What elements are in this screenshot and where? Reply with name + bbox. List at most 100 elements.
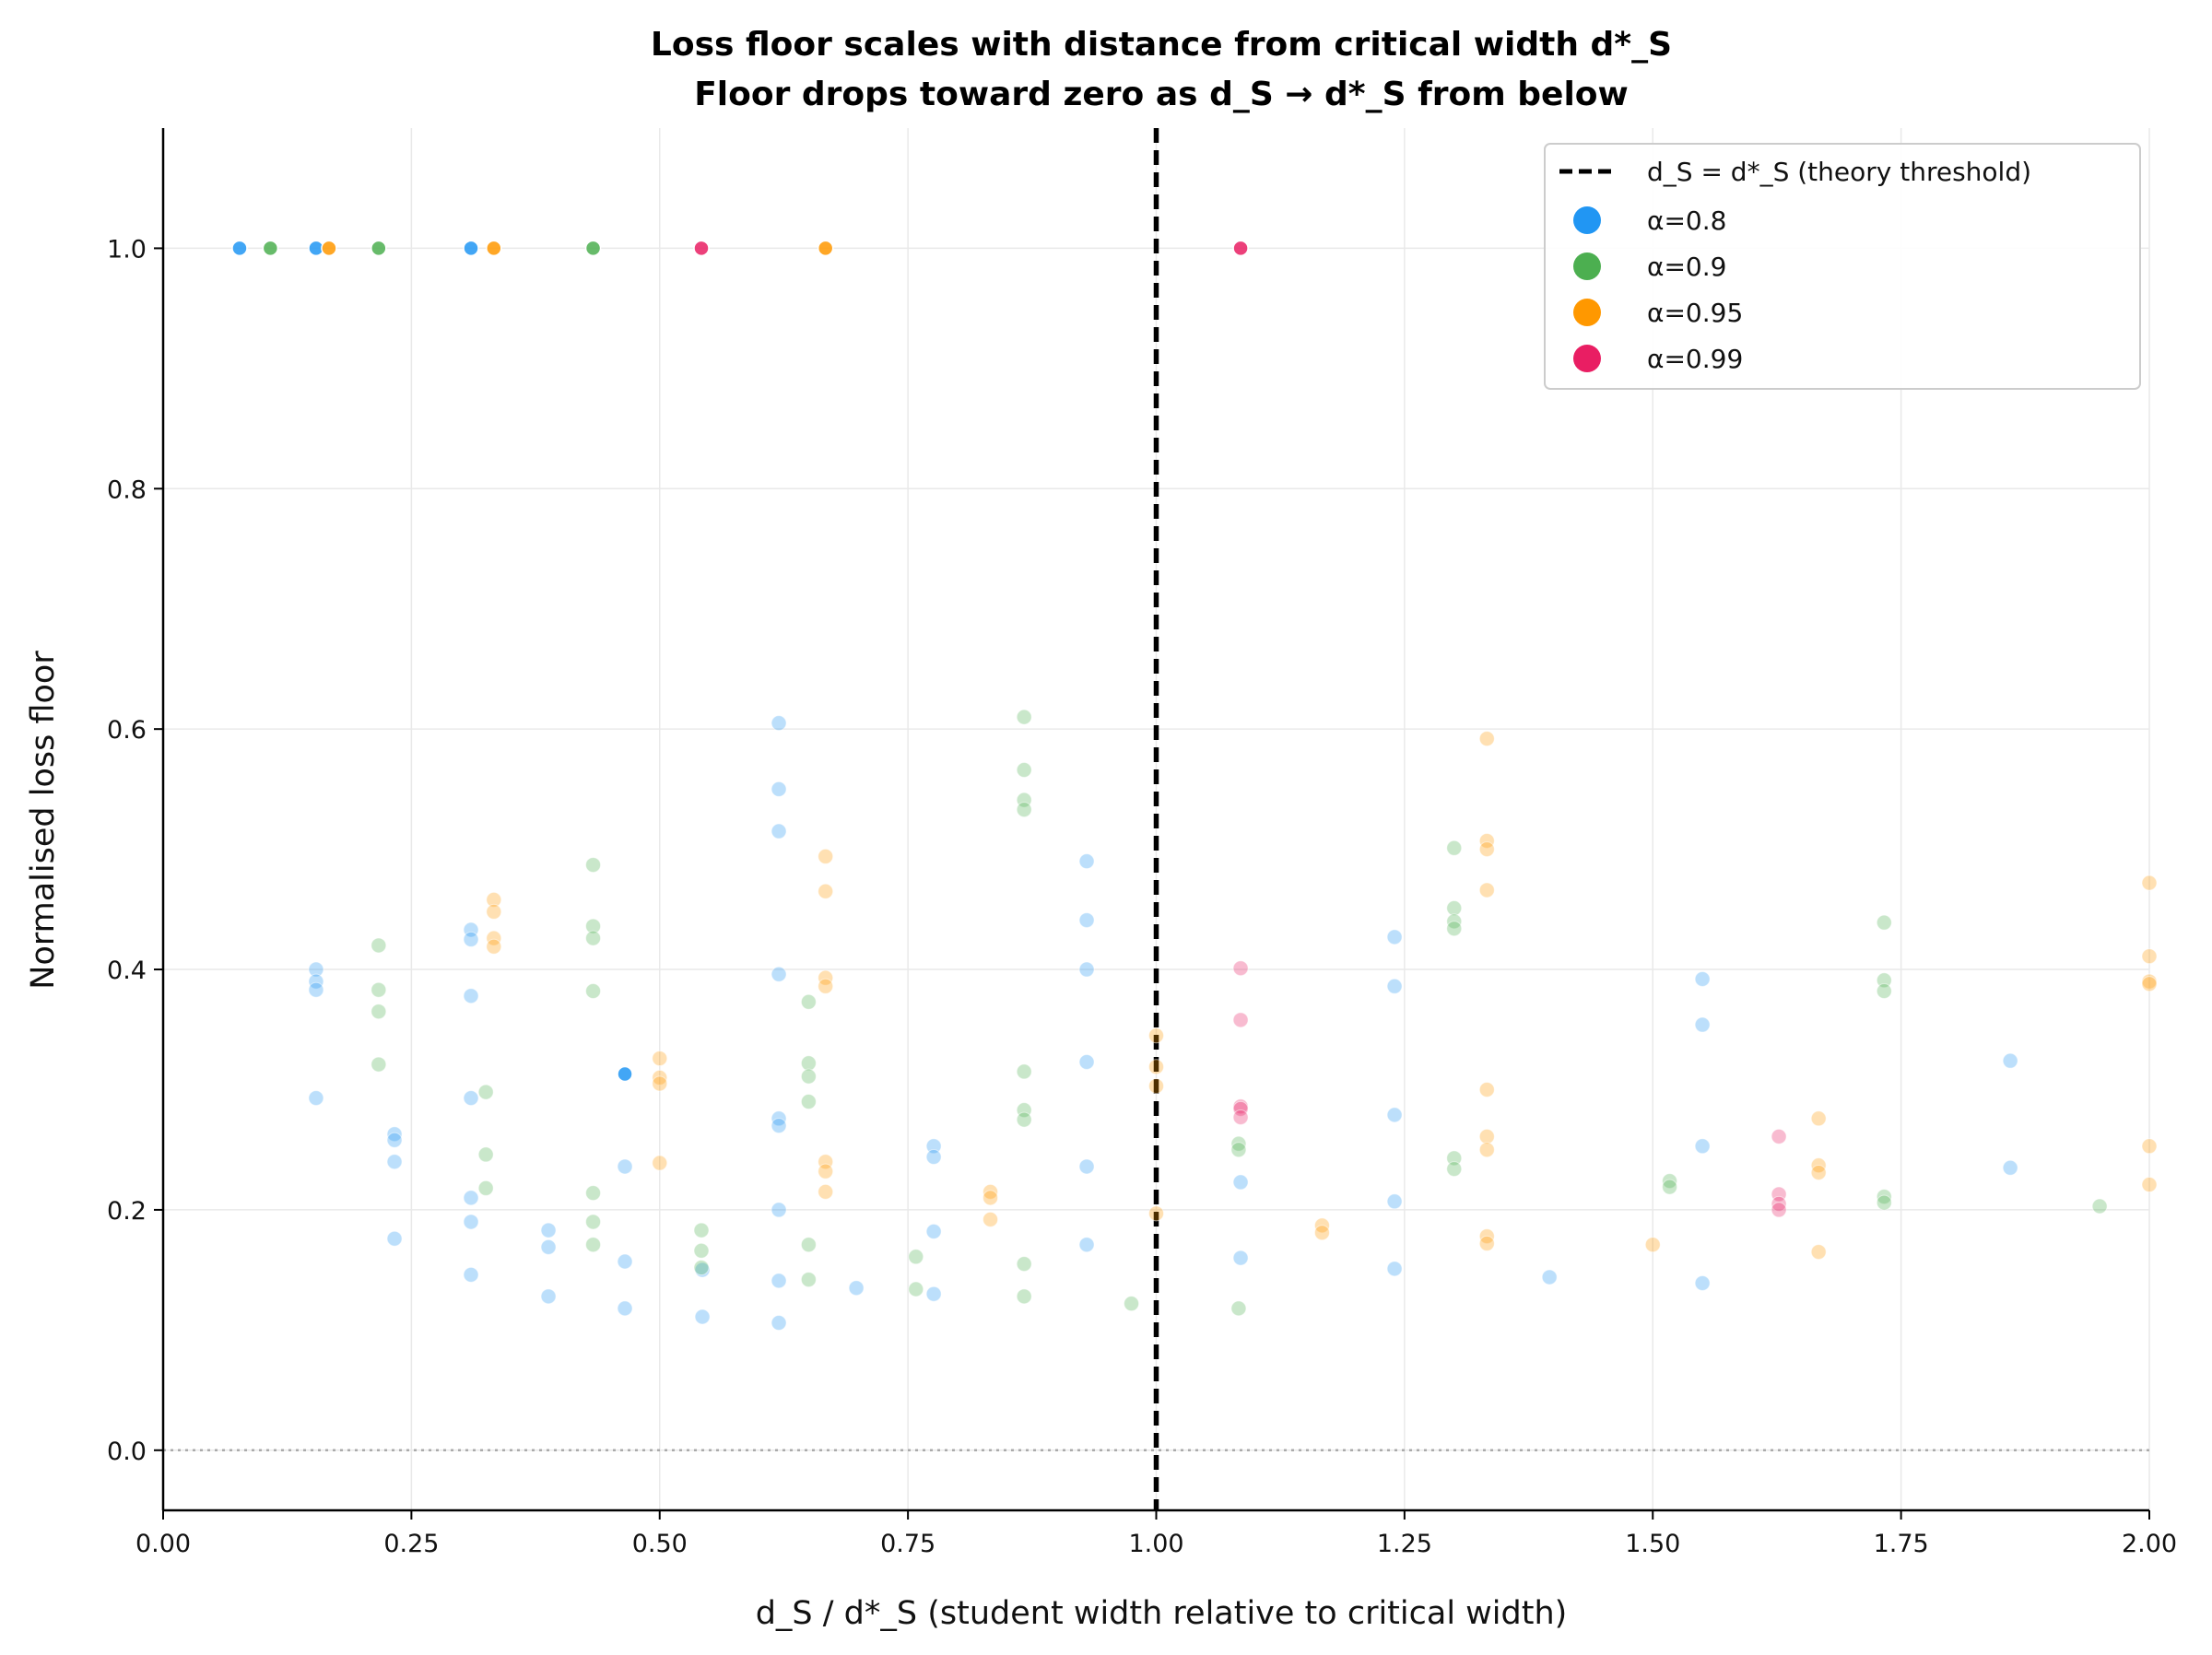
data-point	[617, 1300, 633, 1317]
data-point	[1016, 1288, 1032, 1305]
data-point	[463, 1190, 479, 1206]
x-tick-label: 1.50	[1625, 1530, 1680, 1558]
x-tick-label: 0.50	[632, 1530, 688, 1558]
x-tick-label: 0.75	[880, 1530, 935, 1558]
data-point-highlight	[693, 240, 710, 257]
data-point	[800, 1272, 817, 1288]
legend-marker	[1573, 206, 1601, 234]
data-point	[477, 1146, 494, 1163]
data-point	[585, 930, 602, 946]
data-point	[1386, 1193, 1403, 1210]
data-point	[1148, 1078, 1164, 1095]
data-point	[1016, 1111, 1032, 1128]
data-point	[1446, 921, 1463, 937]
data-point	[308, 961, 324, 978]
data-point	[1148, 1027, 1164, 1044]
data-point	[925, 1285, 942, 1302]
legend-frame	[1544, 143, 2141, 390]
data-point	[1016, 762, 1032, 779]
data-point	[771, 966, 787, 982]
data-point	[771, 1315, 787, 1332]
data-point	[2091, 1198, 2108, 1215]
data-point	[308, 973, 324, 990]
data-point	[1771, 1202, 1787, 1218]
data-point	[1644, 1237, 1661, 1253]
data-point	[617, 1158, 633, 1175]
data-point	[693, 1242, 710, 1259]
data-point	[1124, 1296, 1140, 1312]
legend-label: α=0.8	[1647, 205, 1726, 236]
x-tick-label: 1.00	[1128, 1530, 1183, 1558]
data-point	[1478, 832, 1495, 849]
data-point	[694, 1309, 711, 1325]
data-point	[818, 883, 834, 899]
chart-title: Loss floor scales with distance from cri…	[651, 26, 1672, 64]
data-point	[1078, 961, 1095, 978]
data-point	[1478, 882, 1495, 898]
x-axis-label: d_S / d*_S (student width relative to cr…	[756, 1595, 1568, 1632]
data-point	[652, 1069, 668, 1086]
data-point	[1662, 1179, 1678, 1195]
legend-threshold-label: d_S = d*_S (theory threshold)	[1647, 157, 2031, 187]
y-tick-label: 0.6	[107, 716, 147, 745]
x-tick-label: 1.75	[1874, 1530, 1929, 1558]
y-tick-label: 0.4	[107, 957, 147, 985]
data-point	[848, 1280, 865, 1297]
data-point	[1876, 972, 1892, 989]
data-point	[585, 857, 602, 874]
data-point	[1446, 1161, 1463, 1178]
data-point	[818, 978, 834, 994]
data-point	[1078, 853, 1095, 870]
data-point	[1876, 983, 1892, 1000]
data-point	[1478, 731, 1495, 747]
data-points	[231, 240, 2158, 1332]
data-point-highlight	[817, 240, 834, 257]
data-point	[463, 1214, 479, 1230]
data-point	[1232, 1109, 1249, 1125]
data-point	[1230, 1142, 1247, 1158]
data-point	[1810, 1110, 1827, 1127]
data-point	[818, 1183, 834, 1200]
data-point	[925, 1138, 942, 1155]
data-point	[585, 1185, 602, 1202]
data-point	[386, 1230, 403, 1247]
data-point-highlight	[486, 240, 502, 257]
data-point	[800, 1055, 817, 1072]
data-point	[1232, 1250, 1249, 1266]
legend-label: α=0.99	[1647, 344, 1743, 374]
data-point	[1662, 1173, 1678, 1190]
data-point	[477, 1180, 494, 1196]
data-point	[800, 993, 817, 1010]
data-point	[477, 1084, 494, 1100]
data-point	[652, 1075, 668, 1092]
series-4	[693, 240, 1787, 1218]
data-point-highlight	[262, 240, 279, 257]
data-point	[1478, 1235, 1495, 1251]
data-point	[1078, 1237, 1095, 1253]
data-point	[1386, 978, 1403, 994]
chart-title-group: Loss floor scales with distance from cri…	[651, 26, 1672, 113]
data-point	[1386, 1107, 1403, 1123]
data-point	[1694, 1138, 1711, 1155]
data-point	[818, 969, 834, 986]
data-point	[463, 1266, 479, 1283]
series-1	[231, 240, 2018, 1332]
data-point	[486, 938, 502, 955]
data-point	[925, 1149, 942, 1166]
data-point	[1478, 1128, 1495, 1144]
data-point	[371, 981, 387, 998]
data-point-highlight	[321, 240, 337, 257]
data-point	[486, 891, 502, 908]
data-point	[1876, 1189, 1892, 1205]
data-point	[1446, 839, 1463, 856]
data-point	[1478, 1142, 1495, 1158]
data-point	[771, 1273, 787, 1289]
data-point	[486, 930, 502, 946]
legend-marker	[1573, 252, 1601, 280]
data-point	[2002, 1159, 2018, 1176]
data-point	[1694, 1274, 1711, 1291]
data-point	[308, 981, 324, 998]
data-point	[2141, 948, 2158, 965]
data-point	[540, 1238, 557, 1255]
data-point	[982, 1183, 999, 1200]
